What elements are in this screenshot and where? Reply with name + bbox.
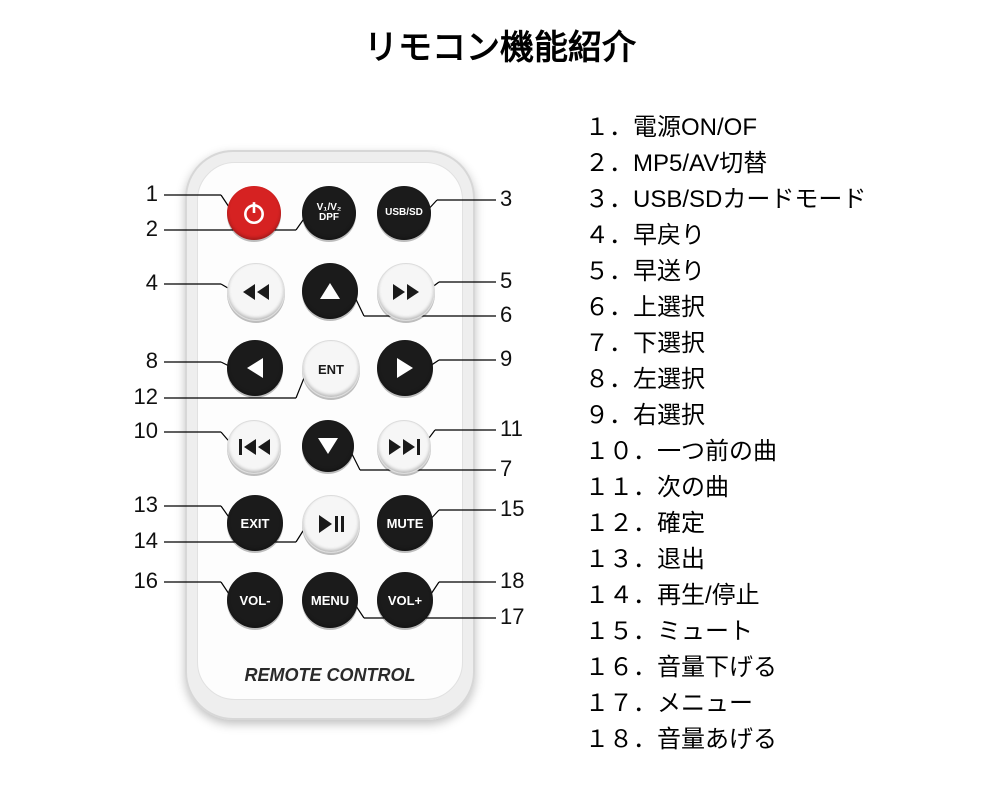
feature-item: １０．一つ前の曲 [585,434,866,470]
callout-number-4: 4 [146,270,158,296]
feature-item: １６．音量下げる [585,650,866,686]
button-label: EXIT [241,516,270,531]
button-label: MUTE [387,516,424,531]
arrow-right-icon [397,358,413,378]
prev-track-icon [239,439,270,455]
button-label: USB/SD [385,208,423,219]
arrow-left-icon [247,358,263,378]
feature-item: ９．右選択 [585,398,866,434]
remote-button-18[interactable]: VOL+ [377,572,433,628]
feature-item: ２．MP5/AV切替 [585,146,866,182]
feature-item: １５．ミュート [585,614,866,650]
callout-number-1: 1 [146,181,158,207]
feature-item: ８．左選択 [585,362,866,398]
rewind-icon [243,284,269,300]
callout-number-14: 14 [134,528,158,554]
remote-button-4[interactable] [227,263,285,321]
next-track-icon [389,439,420,455]
button-label: VOL- [239,593,270,608]
feature-item: １７．メニュー [585,686,866,722]
button-label: V₁/V₂DPF [317,203,342,224]
remote-button-17[interactable]: MENU [302,572,358,628]
fast-forward-icon [393,284,419,300]
callout-number-16: 16 [134,568,158,594]
button-label: ENT [318,362,344,377]
callout-number-10: 10 [134,418,158,444]
button-label: VOL+ [388,593,422,608]
remote-button-3[interactable]: USB/SD [377,186,431,240]
callout-number-11: 11 [500,416,523,442]
remote-button-6[interactable] [302,263,358,319]
play-pause-icon [319,515,344,533]
callout-number-9: 9 [500,346,512,372]
feature-item: １８．音量あげる [585,722,866,758]
remote-button-10[interactable] [227,420,281,474]
callout-number-13: 13 [134,492,158,518]
arrow-down-icon [318,438,338,454]
remote-button-2[interactable]: V₁/V₂DPF [302,186,356,240]
feature-item: １．電源ON/OF [585,110,866,146]
callout-number-17: 17 [500,604,524,630]
callout-number-18: 18 [500,568,524,594]
feature-item: ３．USB/SDカードモード [585,182,866,218]
feature-item: ５．早送り [585,254,866,290]
remote-button-5[interactable] [377,263,435,321]
feature-item: ４．早戻り [585,218,866,254]
callout-number-12: 12 [134,384,158,410]
callout-number-7: 7 [500,456,512,482]
remote-button-7[interactable] [302,420,354,472]
remote-button-9[interactable] [377,340,433,396]
remote: REMOTE CONTROL V₁/V₂DPF USB/SD ENT EXIT MUTE… [185,150,475,720]
callout-number-8: 8 [146,348,158,374]
page: リモコン機能紹介 １．電源ON/OF２．MP5/AV切替３．USB/SDカードモ… [0,0,1000,804]
button-label: MENU [311,593,349,608]
remote-button-12[interactable]: ENT [302,340,360,398]
power-icon [241,200,267,226]
remote-button-11[interactable] [377,420,431,474]
callout-number-3: 3 [500,186,512,212]
feature-list: １．電源ON/OF２．MP5/AV切替３．USB/SDカードモード４．早戻り５．… [585,110,866,758]
remote-button-16[interactable]: VOL- [227,572,283,628]
feature-item: １３．退出 [585,542,866,578]
remote-button-8[interactable] [227,340,283,396]
remote-label: REMOTE CONTROL [185,665,475,686]
feature-item: １４．再生/停止 [585,578,866,614]
remote-button-15[interactable]: MUTE [377,495,433,551]
callout-number-6: 6 [500,302,512,328]
remote-button-13[interactable]: EXIT [227,495,283,551]
callout-number-2: 2 [146,216,158,242]
feature-item: １２．確定 [585,506,866,542]
feature-item: １１．次の曲 [585,470,866,506]
callout-number-15: 15 [500,496,524,522]
arrow-up-icon [320,283,340,299]
callout-number-5: 5 [500,268,512,294]
feature-item: ６．上選択 [585,290,866,326]
remote-button-14[interactable] [302,495,360,553]
remote-button-1[interactable] [227,186,281,240]
page-title: リモコン機能紹介 [0,20,1000,69]
feature-item: ７．下選択 [585,326,866,362]
